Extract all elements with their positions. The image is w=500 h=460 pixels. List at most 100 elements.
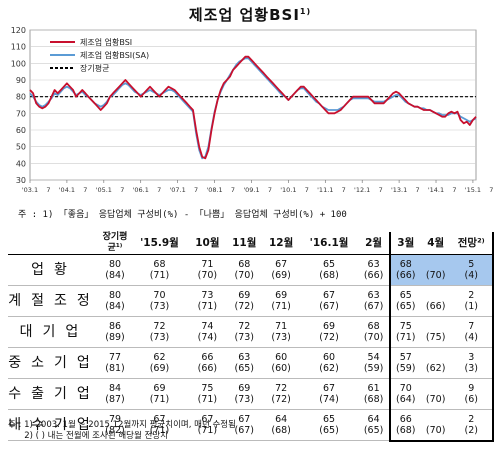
value-cell: 5 (4) [450,254,494,286]
y-tick-label: 90 [16,76,26,85]
value-cell: (70) [420,409,451,442]
value-cell: 66 (66) [188,347,226,379]
header-col: 전망²⁾ [450,232,494,255]
x-tick-label: '15.1 [465,186,481,194]
value-cell: 60 (62) [299,347,359,379]
y-tick-label: 40 [16,159,26,168]
header-col: 11월 [225,232,263,255]
x-tick-minor: 7 [231,186,235,194]
header-col: 3월 [388,232,421,255]
header-col: '16.1월 [299,232,359,255]
value-cell: 64 (65) [358,409,390,441]
long-term-avg-cell: 84 (87) [100,378,130,410]
value-cell: 67 (71) [188,409,226,441]
x-tick-label: '09.1 [243,186,259,194]
y-axis-ticks: 30 40 50 60 70 80 90 100 110 120 [11,26,26,185]
value-cell: 65 (68) [299,254,359,286]
value-cell: 75 (71) [188,378,226,410]
x-tick-minor: 7 [305,186,309,194]
bsi-table: 장기평균¹⁾ '15.9월 10월 11월 12월 '16.1월 2월 3월 4… [8,232,494,442]
header-col: 12월 [262,232,300,255]
header-col: 4월 [420,232,451,255]
row-label: 수출기업 [8,378,100,410]
value-cell: 63 (67) [358,285,390,317]
table-header-row: 장기평균¹⁾ '15.9월 10월 11월 12월 '16.1월 2월 3월 4… [8,232,494,255]
header-col: '15.9월 [130,232,189,255]
value-cell: 71 (73) [262,316,300,348]
value-cell: (70) [420,378,451,410]
header-col: 10월 [188,232,226,255]
table-row: 대기업 86 (89) 72 (73) 74 (74) 72 (73) 71 (73) 69 (72) 6… [8,316,494,348]
value-cell: 65 (65) [299,409,359,441]
y-tick-label: 110 [11,43,26,52]
value-cell: 69 (71) [130,378,189,410]
header-long-term-avg: 장기평균¹⁾ [100,232,130,255]
x-tick-minor: 7 [489,186,493,194]
long-term-avg-cell: 79 (82) [100,409,130,441]
value-cell: 3 (3) [450,347,494,379]
x-tick-label: '14.1 [428,186,444,194]
value-cell: (62) [420,347,451,379]
x-tick-minor: 7 [120,186,124,194]
table-row: 중소기업 77 (81) 62 (69) 66 (66) 63 (65) 60 (60) 60 (62)… [8,347,494,379]
value-cell: 65 (65) [388,285,421,317]
header-blank [8,232,100,255]
x-tick-minor: 7 [452,186,456,194]
value-cell: 54 (59) [358,347,390,379]
value-cell: 7 (4) [450,316,494,348]
series-line [29,55,477,160]
x-tick-label: '05.1 [96,186,112,194]
x-tick-label: '06.1 [133,186,149,194]
value-cell: 74 (74) [188,316,226,348]
series-line [29,57,477,160]
chart-legend: 제조업 업황BSI 제조업 업황BSI(SA) 장기평균 [50,37,149,73]
value-cell: 71 (70) [188,254,226,286]
value-cell: 72 (72) [262,378,300,410]
value-cell: (66) [420,285,451,317]
value-cell: 68 (71) [130,254,189,286]
x-tick-label: '08.1 [206,186,222,194]
value-cell: 67 (67) [299,285,359,317]
value-cell: 67 (69) [262,254,300,286]
x-tick-label: '04.1 [59,186,75,194]
chart-gridlines [29,29,477,181]
x-tick-minor: 7 [379,186,383,194]
value-cell: (75) [420,316,451,348]
x-tick-minor: 7 [268,186,272,194]
y-tick-label: 70 [16,109,26,118]
x-tick-label: '12.1 [354,186,370,194]
value-cell: 75 (71) [388,316,421,348]
value-cell: 64 (68) [262,409,300,441]
value-cell: 62 (69) [130,347,189,379]
row-label: 대기업 [8,316,100,348]
value-cell: 60 (60) [262,347,300,379]
value-cell: 70 (64) [388,378,421,410]
x-tick-minor: 7 [342,186,346,194]
value-cell: 67 (74) [299,378,359,410]
legend-label: 제조업 업황BSI(SA) [80,50,149,60]
x-tick-minor: 7 [46,186,50,194]
chart-footnote: 주 : 1) 「좋음」 응답업체 구성비(%) - 「나쁨」 응답업체 구성비(… [18,210,347,220]
x-tick-label: '07.1 [170,186,186,194]
value-cell: 63 (65) [225,347,263,379]
y-tick-label: 120 [11,26,26,35]
row-label: 내수기업 [8,409,100,441]
value-cell: 72 (73) [225,316,263,348]
x-tick-label: '10.1 [280,186,296,194]
value-cell: 69 (71) [262,285,300,317]
row-label: 중소기업 [8,347,100,379]
table-footnotes: 주 : 1) 2003. 1월 ~ 2015.12월까지 평균치이며, 매년 수… [8,420,236,441]
x-tick-minor: 7 [83,186,87,194]
x-tick-minor: 7 [415,186,419,194]
value-cell: 67 (67) [225,409,263,441]
value-cell: 69 (73) [225,378,263,410]
value-cell: 9 (6) [450,378,494,410]
value-cell: 69 (72) [299,316,359,348]
value-cell: 69 (72) [225,285,263,317]
value-cell: 72 (73) [130,316,189,348]
y-tick-label: 80 [16,93,26,102]
table-row: 내수기업 79 (82) 67 (71) 67 (71) 67 (67) 64 (68) 65 (65)… [8,409,494,442]
y-tick-label: 60 [16,126,26,135]
x-tick-label: '13.1 [391,186,407,194]
chart-series [29,55,477,160]
